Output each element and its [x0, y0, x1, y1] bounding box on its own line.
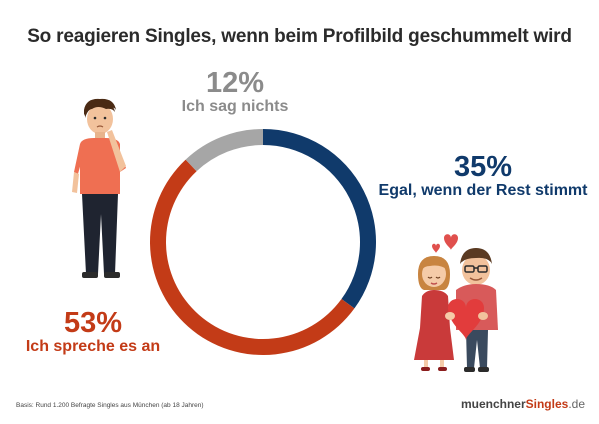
footnote: Basis: Rund 1.200 Befragte Singles aus M…	[16, 402, 204, 409]
donut-chart	[150, 129, 376, 355]
donut-slice-ich-sag-nichts	[185, 129, 263, 172]
category-label-ich-spreche-es-an: Ich spreche es an	[25, 338, 161, 355]
chart-title: So reagieren Singles, wenn beim Profilbi…	[27, 26, 572, 47]
category-label-egal: Egal, wenn der Rest stimmt	[378, 182, 588, 199]
value-label-egal: 35%	[453, 151, 513, 183]
callout-ich-spreche-es-an: 53% Ich spreche es an	[8, 308, 178, 356]
brand-part-1: muenchner	[460, 397, 526, 411]
thinking-man-illustration	[72, 98, 126, 278]
brand-logo: muenchnerSingles.de	[461, 397, 585, 411]
category-label-ich-sag-nichts: Ich sag nichts	[181, 98, 289, 115]
donut-slice-ich-spreche-es-an	[150, 159, 355, 355]
value-label-ich-spreche-es-an: 53%	[63, 307, 123, 339]
brand-part-3: .de	[568, 397, 585, 411]
callout-ich-sag-nichts: 12% Ich sag nichts	[165, 68, 305, 116]
donut-slice-egal-wenn-der-rest-stimmt	[263, 129, 376, 309]
couple-heart-illustration	[414, 234, 498, 372]
value-label-ich-sag-nichts: 12%	[205, 67, 265, 99]
brand-part-2: Singles	[525, 397, 569, 411]
callout-egal: 35% Egal, wenn der Rest stimmt	[374, 152, 592, 200]
